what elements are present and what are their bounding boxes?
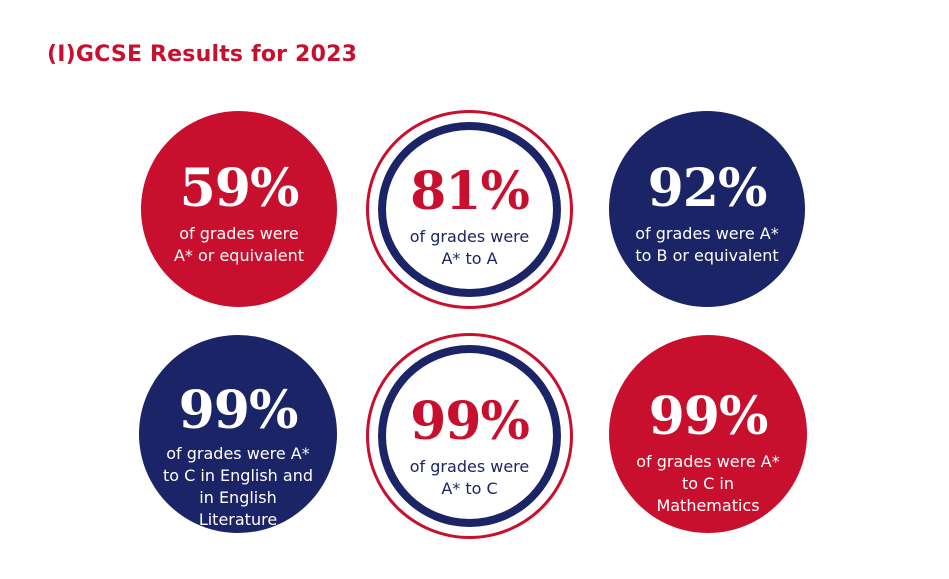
stat-description: of grades were A* to C in English and in…: [162, 444, 314, 529]
stat-circle-grades-a-star-equivalent: 59% of grades were A* or equivalent: [141, 111, 337, 307]
stat-value: 81%: [410, 161, 530, 222]
stat-circle-grades-a-star-to-b: 92% of grades were A* to B or equivalent: [609, 111, 805, 307]
stat-value: 99%: [410, 391, 530, 452]
stat-description: of grades were A* to B or equivalent: [635, 224, 779, 265]
stat-circle-grades-a-star-to-a: 81% of grades were A* to A: [366, 110, 573, 309]
inner-ring: [378, 122, 561, 297]
stat-circle-grades-a-star-to-c: 99% of grades were A* to C: [366, 333, 573, 539]
page-title: (I)GCSE Results for 2023: [47, 42, 358, 67]
stat-description: of grades were A* to A: [409, 227, 530, 268]
stat-value: 99%: [648, 386, 769, 447]
stat-value: 92%: [647, 158, 768, 219]
stat-description: of grades were A* to C: [409, 457, 530, 498]
stat-value: 59%: [179, 158, 300, 219]
stat-description: of grades were A* to C in Mathematics: [636, 452, 780, 515]
inner-ring: [378, 345, 561, 527]
stat-circle-english-grades: 99% of grades were A* to C in English an…: [139, 335, 337, 533]
stat-description: of grades were A* or equivalent: [173, 224, 305, 265]
stat-circle-mathematics-grades: 99% of grades were A* to C in Mathematic…: [609, 335, 807, 533]
stat-value: 99%: [178, 380, 299, 441]
